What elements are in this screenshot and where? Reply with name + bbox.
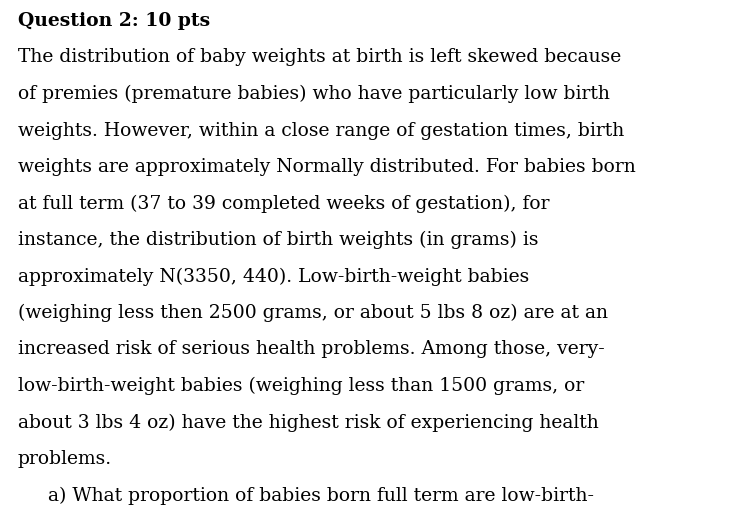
Text: instance, the distribution of birth weights (in grams) is: instance, the distribution of birth weig…: [18, 231, 538, 249]
Text: weights. However, within a close range of gestation times, birth: weights. However, within a close range o…: [18, 121, 624, 140]
Text: of premies (premature babies) who have particularly low birth: of premies (premature babies) who have p…: [18, 85, 610, 103]
Text: Question 2: 10 pts: Question 2: 10 pts: [18, 12, 210, 30]
Text: a) What proportion of babies born full term are low-birth-: a) What proportion of babies born full t…: [48, 486, 594, 505]
Text: weights are approximately Normally distributed. For babies born: weights are approximately Normally distr…: [18, 158, 636, 176]
Text: approximately N(3350, 440). Low-birth-weight babies: approximately N(3350, 440). Low-birth-we…: [18, 267, 530, 286]
Text: at full term (37 to 39 completed weeks of gestation), for: at full term (37 to 39 completed weeks o…: [18, 194, 550, 213]
Text: The distribution of baby weights at birth is left skewed because: The distribution of baby weights at birt…: [18, 49, 621, 67]
Text: problems.: problems.: [18, 450, 112, 468]
Text: (weighing less then 2500 grams, or about 5 lbs 8 oz) are at an: (weighing less then 2500 grams, or about…: [18, 304, 608, 322]
Text: low-birth-weight babies (weighing less than 1500 grams, or: low-birth-weight babies (weighing less t…: [18, 377, 584, 396]
Text: about 3 lbs 4 oz) have the highest risk of experiencing health: about 3 lbs 4 oz) have the highest risk …: [18, 414, 598, 432]
Text: increased risk of serious health problems. Among those, very-: increased risk of serious health problem…: [18, 341, 604, 358]
